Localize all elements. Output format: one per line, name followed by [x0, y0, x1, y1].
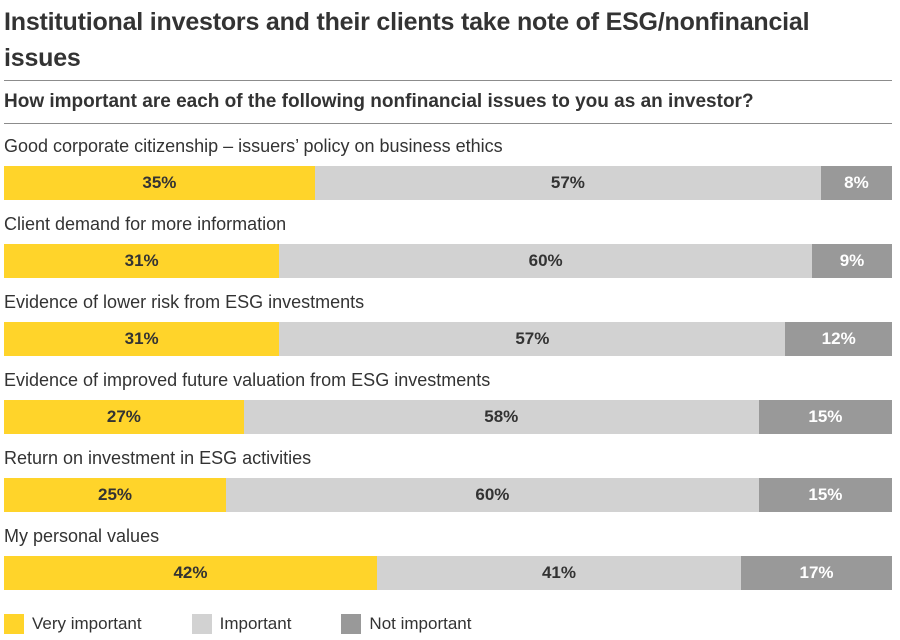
title-divider	[4, 80, 892, 81]
stacked-bar: 35% 57% 8%	[4, 166, 892, 200]
chart-title: Institutional investors and their client…	[4, 8, 810, 72]
legend-item-not-important: Not important	[341, 614, 471, 634]
category-label: Client demand for more information	[4, 214, 287, 234]
data-label: 41%	[541, 563, 576, 582]
data-label: 8%	[844, 173, 869, 192]
category-label: Return on investment in ESG activities	[4, 448, 312, 468]
data-label: 60%	[475, 485, 510, 504]
bar-segment-not-important: 17%	[741, 556, 892, 590]
data-label: 12%	[821, 329, 856, 348]
legend-label-important: Important	[219, 614, 292, 633]
bar-segment-important: 60%	[279, 244, 813, 278]
bar-segment-important: 60%	[226, 478, 759, 512]
data-label: 31%	[124, 251, 159, 270]
bar-segment-important: 57%	[314, 166, 821, 200]
data-label: 57%	[515, 329, 550, 348]
bar-segment-very-important: 25%	[4, 478, 226, 512]
bar-segment-not-important: 9%	[812, 244, 892, 278]
legend-swatch-not-important	[341, 614, 362, 634]
category-label: Good corporate citizenship – issuers’ po…	[4, 136, 503, 156]
data-label: 9%	[839, 251, 865, 270]
data-label: 42%	[173, 563, 208, 582]
bar-segment-very-important: 31%	[4, 244, 280, 278]
data-label: 58%	[484, 407, 519, 426]
data-label: 60%	[528, 251, 563, 270]
data-label: 27%	[106, 407, 141, 426]
category-label: Evidence of improved future valuation fr…	[4, 370, 491, 390]
data-label: 15%	[808, 407, 843, 426]
data-label: 17%	[799, 563, 834, 582]
bar-segment-not-important: 15%	[758, 478, 892, 512]
bar-segment-important: 41%	[376, 556, 742, 590]
stacked-bar: 27% 58% 15%	[4, 400, 892, 434]
data-label: 57%	[550, 173, 585, 192]
legend-item-important: Important	[191, 614, 292, 634]
stacked-bar: 31% 60% 9%	[4, 244, 892, 278]
data-label: 15%	[808, 485, 843, 504]
stacked-bar: 25% 60% 15%	[4, 478, 892, 512]
bar-segment-very-important: 27%	[4, 400, 244, 434]
bar-segment-not-important: 12%	[785, 322, 892, 356]
category-label: Evidence of lower risk from ESG investme…	[4, 292, 365, 312]
chart-legend: Very important Important Not important	[4, 612, 521, 636]
bar-segment-important: 57%	[279, 322, 786, 356]
data-label: 35%	[142, 173, 177, 192]
bar-segment-very-important: 31%	[4, 322, 280, 356]
bar-segment-important: 58%	[243, 400, 759, 434]
bar-segment-not-important: 8%	[820, 166, 892, 200]
stacked-bar: 42% 41% 17%	[4, 556, 892, 590]
bar-segment-not-important: 15%	[758, 400, 892, 434]
chart-subtitle: How important are each of the following …	[4, 91, 754, 112]
legend-swatch-important	[191, 614, 212, 634]
legend-label-very-important: Very important	[32, 614, 142, 633]
stacked-bar: 31% 57% 12%	[4, 322, 892, 356]
subtitle-divider	[4, 123, 892, 124]
data-label: 31%	[124, 329, 159, 348]
legend-item-very-important: Very important	[4, 614, 142, 634]
bar-segment-very-important: 35%	[4, 166, 315, 200]
bar-segment-very-important: 42%	[4, 556, 377, 590]
data-label: 25%	[97, 485, 133, 504]
category-label: My personal values	[4, 526, 160, 546]
legend-swatch-very-important	[4, 614, 24, 634]
legend-label-not-important: Not important	[369, 614, 472, 633]
